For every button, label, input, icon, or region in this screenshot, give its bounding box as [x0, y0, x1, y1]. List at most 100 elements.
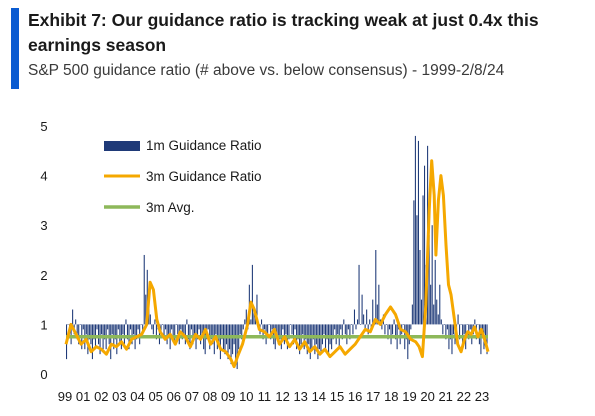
bar-1m [261, 319, 263, 325]
bar-1m [117, 324, 119, 330]
bar-1m [414, 135, 416, 325]
bar-1m [402, 324, 404, 325]
bar-1m [96, 324, 98, 330]
legend: 1m Guidance Ratio 3m Guidance Ratio 3m Avg… [104, 138, 262, 215]
bar-1m [376, 304, 378, 325]
bar-1m [315, 324, 317, 345]
bar-1m [353, 309, 356, 325]
bar-1m [352, 324, 354, 335]
x-tick-label: 18 [384, 389, 398, 404]
y-axis: 0 1 2 3 4 5 [40, 119, 47, 382]
bar-1m [239, 324, 241, 335]
bar-1m [283, 324, 285, 345]
bar-1m [282, 324, 284, 330]
bar-1m [335, 324, 337, 345]
bar-1m [395, 324, 397, 340]
bar-1m [469, 324, 471, 330]
bar-1m [140, 324, 142, 325]
bar-1m [349, 324, 351, 340]
bar-1m [180, 324, 182, 330]
bar-1m [233, 324, 235, 345]
bar-1m [72, 309, 74, 325]
bar-1m [78, 324, 80, 345]
bar-1m [317, 324, 319, 360]
bar-1m [420, 299, 423, 325]
bar-1m [323, 324, 325, 335]
bar-1m [358, 264, 360, 325]
bar-1m [466, 324, 468, 325]
bar-1m [184, 324, 186, 345]
bar-1m [126, 324, 129, 340]
bar-1m [328, 324, 330, 355]
x-tick-label: 01 [76, 389, 90, 404]
x-tick-label: 13 [293, 389, 307, 404]
bar-1m [306, 324, 308, 355]
bar-1m [341, 324, 343, 340]
bar-1m [369, 319, 371, 325]
bar-1m [375, 250, 377, 325]
bar-1m [143, 254, 145, 325]
bar-1m [445, 324, 447, 340]
bar-1m [378, 284, 380, 325]
bar-1m [88, 324, 90, 340]
bar-1m [410, 324, 412, 330]
x-tick-label: 19 [402, 389, 416, 404]
bar-1m [329, 324, 331, 345]
bar-1m [279, 324, 281, 340]
bar-1m [474, 319, 476, 325]
bar-1m [264, 324, 266, 330]
bar-1m [101, 324, 103, 335]
bar-1m [111, 324, 113, 335]
bar-1m [294, 324, 296, 330]
x-tick-label: 17 [366, 389, 380, 404]
bar-1m [407, 324, 409, 360]
legend-label: 3m Avg. [146, 200, 195, 215]
bar-1m [183, 324, 185, 335]
x-tick-label: 15 [330, 389, 344, 404]
bar-1m [129, 324, 132, 330]
x-tick-label: 23 [475, 389, 489, 404]
y-tick-label: 5 [40, 119, 47, 134]
bar-1m [381, 324, 383, 330]
bar-1m [165, 324, 167, 330]
bar-1m [119, 324, 121, 345]
bar-1m [85, 324, 87, 335]
bar-1m [289, 324, 292, 325]
bar-1m [384, 324, 386, 335]
bar-1m [251, 264, 253, 325]
bar-1m [413, 200, 415, 325]
bar-1m [436, 299, 438, 325]
bar-1m [288, 324, 290, 340]
bar-1m [242, 324, 244, 330]
bar-1m [215, 324, 217, 335]
line-3m-guidance-ratio [64, 159, 490, 369]
bar-1m [227, 324, 229, 360]
bar-1m [346, 324, 348, 345]
bar-1m [168, 324, 170, 335]
bar-1m [146, 269, 148, 325]
bar-1m [309, 324, 311, 360]
x-tick-label: 20 [420, 389, 434, 404]
bar-1m [186, 319, 188, 325]
bar-1m [360, 324, 362, 325]
exhibit-subtitle: S&P 500 guidance ratio (# above vs. belo… [28, 62, 505, 79]
bar-1m [392, 324, 394, 335]
bar-1m [484, 324, 487, 340]
bar-1m [417, 140, 419, 325]
bar-1m [408, 324, 410, 345]
bar-1m [422, 195, 424, 325]
bar-1m [308, 324, 310, 345]
bar-1m [334, 324, 336, 330]
bar-1m [210, 324, 212, 340]
bar-1m [93, 324, 95, 340]
bar-1m [99, 324, 101, 355]
bar-1m [486, 324, 488, 355]
bar-1m [192, 324, 194, 345]
bar-1m [390, 324, 392, 345]
bar-1m [244, 319, 246, 325]
x-tick-label: 12 [275, 389, 289, 404]
bar-1m [460, 324, 462, 325]
bar-1m [277, 324, 279, 345]
legend-swatch-bar [104, 141, 140, 151]
